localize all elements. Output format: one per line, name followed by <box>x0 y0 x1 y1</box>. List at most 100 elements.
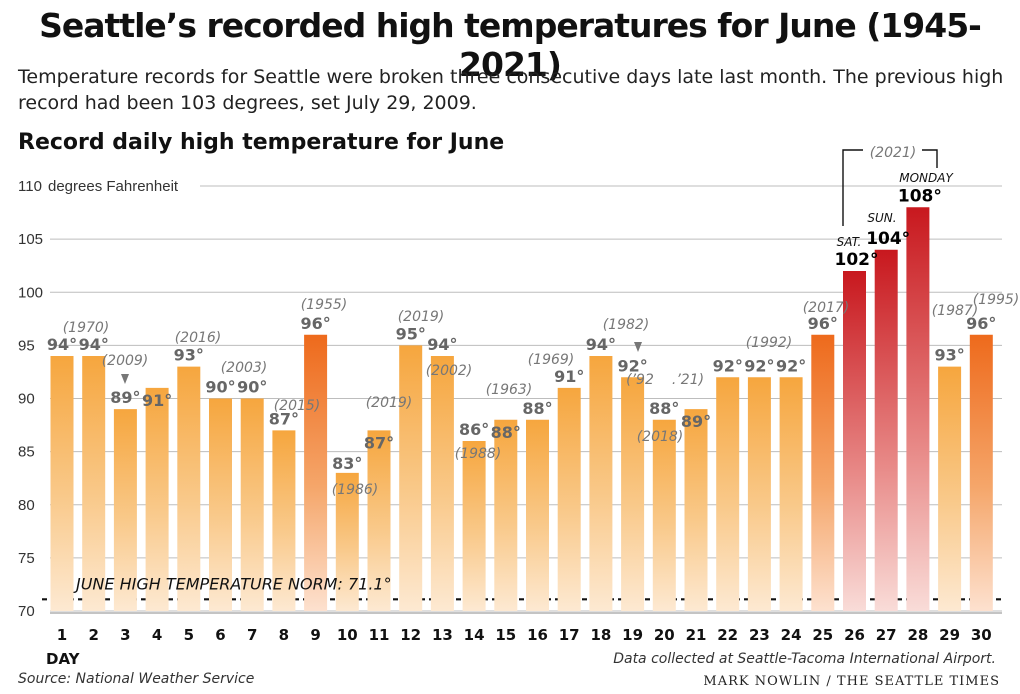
bar <box>938 366 962 611</box>
bar <box>335 472 359 611</box>
credit-label: MARK NOWLIN / THE SEATTLE TIMES <box>703 674 1000 689</box>
bar <box>494 419 518 611</box>
data-label: 90° <box>205 378 235 397</box>
day-name-label: SAT. <box>837 235 862 249</box>
year-label: (2016) <box>175 330 222 346</box>
chart-title: Seattle’s recorded high temperatures for… <box>39 6 982 84</box>
bar <box>240 398 264 611</box>
bar <box>177 366 201 611</box>
data-label: 96° <box>300 314 330 333</box>
data-label: 91° <box>554 367 584 386</box>
data-label: 94° <box>47 335 77 354</box>
data-label: 95° <box>396 324 426 343</box>
x-tick-label: 23 <box>749 626 770 644</box>
pointer-marker <box>121 374 129 384</box>
chart-heading: Record daily high temperature for June <box>18 130 505 155</box>
day-name-label: SUN. <box>867 211 896 225</box>
source-label: Source: National Weather Service <box>18 671 255 687</box>
year-label: (1988) <box>455 446 502 462</box>
data-label: 93° <box>934 346 964 365</box>
y-tick-label: 100 <box>18 284 43 301</box>
bar <box>113 409 137 611</box>
x-tick-label: 3 <box>120 626 130 644</box>
data-label: 83° <box>332 454 362 473</box>
bar <box>684 409 708 611</box>
data-label: 96° <box>966 314 996 333</box>
x-tick-label: 17 <box>559 626 580 644</box>
data-label: 89° <box>110 388 140 407</box>
x-tick-label: 29 <box>939 626 960 644</box>
x-tick-label: 19 <box>622 626 643 644</box>
bar <box>969 334 993 611</box>
x-tick-label: 22 <box>717 626 738 644</box>
year-label: (2021) <box>870 145 917 161</box>
year-label: (1969) <box>528 352 575 368</box>
x-tick-label: 6 <box>215 626 225 644</box>
y-tick-label: 80 <box>18 497 35 514</box>
day-name-label: MONDAY <box>899 171 954 185</box>
pointer-marker <box>634 342 642 352</box>
bar <box>747 377 771 611</box>
x-tick-label: 27 <box>876 626 897 644</box>
y-tick-label: 75 <box>18 550 35 567</box>
year-label: (1955) <box>301 297 348 313</box>
data-label: 94° <box>586 335 616 354</box>
year-label: (1963) <box>486 382 533 398</box>
bar <box>399 345 423 611</box>
y-unit-label: degrees Fahrenheit <box>48 178 179 195</box>
x-tick-label: 12 <box>400 626 421 644</box>
norm-label: JUNE HIGH TEMPERATURE NORM: 71.1° <box>73 574 392 593</box>
bar <box>906 207 930 611</box>
x-tick-label: 13 <box>432 626 453 644</box>
data-label: 94° <box>79 335 109 354</box>
data-label: 92° <box>744 356 774 375</box>
x-tick-label: 30 <box>971 626 992 644</box>
bar <box>50 356 74 611</box>
data-label: 88° <box>649 399 679 418</box>
bar <box>145 387 169 611</box>
bar <box>304 334 328 611</box>
y-tick-label: 110 <box>18 178 42 195</box>
y-tick-label: 85 <box>18 444 35 461</box>
year-label: (’92 <box>626 372 654 388</box>
year-label: .’21) <box>672 372 704 388</box>
bar <box>716 377 740 611</box>
data-label: 89° <box>681 412 711 431</box>
year-label: (1987) <box>932 303 979 319</box>
x-tick-label: 21 <box>686 626 707 644</box>
data-label: 93° <box>174 346 204 365</box>
bar <box>430 356 454 611</box>
year-label: (1982) <box>603 317 650 333</box>
x-tick-label: 20 <box>654 626 675 644</box>
y-tick-label: 70 <box>18 603 35 620</box>
data-label: 87° <box>269 409 299 428</box>
x-tick-label: 28 <box>907 626 928 644</box>
x-tick-label: 18 <box>590 626 611 644</box>
record-bracket <box>922 149 938 168</box>
x-tick-label: 10 <box>337 626 358 644</box>
year-label: (2015) <box>274 398 321 414</box>
x-axis-label: DAY <box>46 650 81 668</box>
data-label: 86° <box>459 420 489 439</box>
x-tick-label: 9 <box>310 626 320 644</box>
bar <box>209 398 232 611</box>
year-label: (1986) <box>332 482 379 498</box>
x-tick-label: 15 <box>495 626 516 644</box>
x-tick-label: 11 <box>369 626 390 644</box>
data-label: 92° <box>617 356 647 375</box>
year-label: (2002) <box>426 363 473 379</box>
data-label: 87° <box>364 433 394 452</box>
chart-subtitle: Temperature records for Seattle were bro… <box>18 66 1004 114</box>
data-label: 91° <box>142 391 172 410</box>
x-tick-label: 4 <box>152 626 162 644</box>
bar <box>621 377 645 611</box>
year-label: (2003) <box>221 360 268 376</box>
year-label: (2019) <box>366 395 413 411</box>
year-label: (2017) <box>803 300 850 316</box>
bar <box>272 430 296 611</box>
year-label: (1995) <box>973 292 1020 308</box>
bar <box>811 334 835 611</box>
data-label: 102° <box>835 250 879 270</box>
x-tick-label: 16 <box>527 626 548 644</box>
